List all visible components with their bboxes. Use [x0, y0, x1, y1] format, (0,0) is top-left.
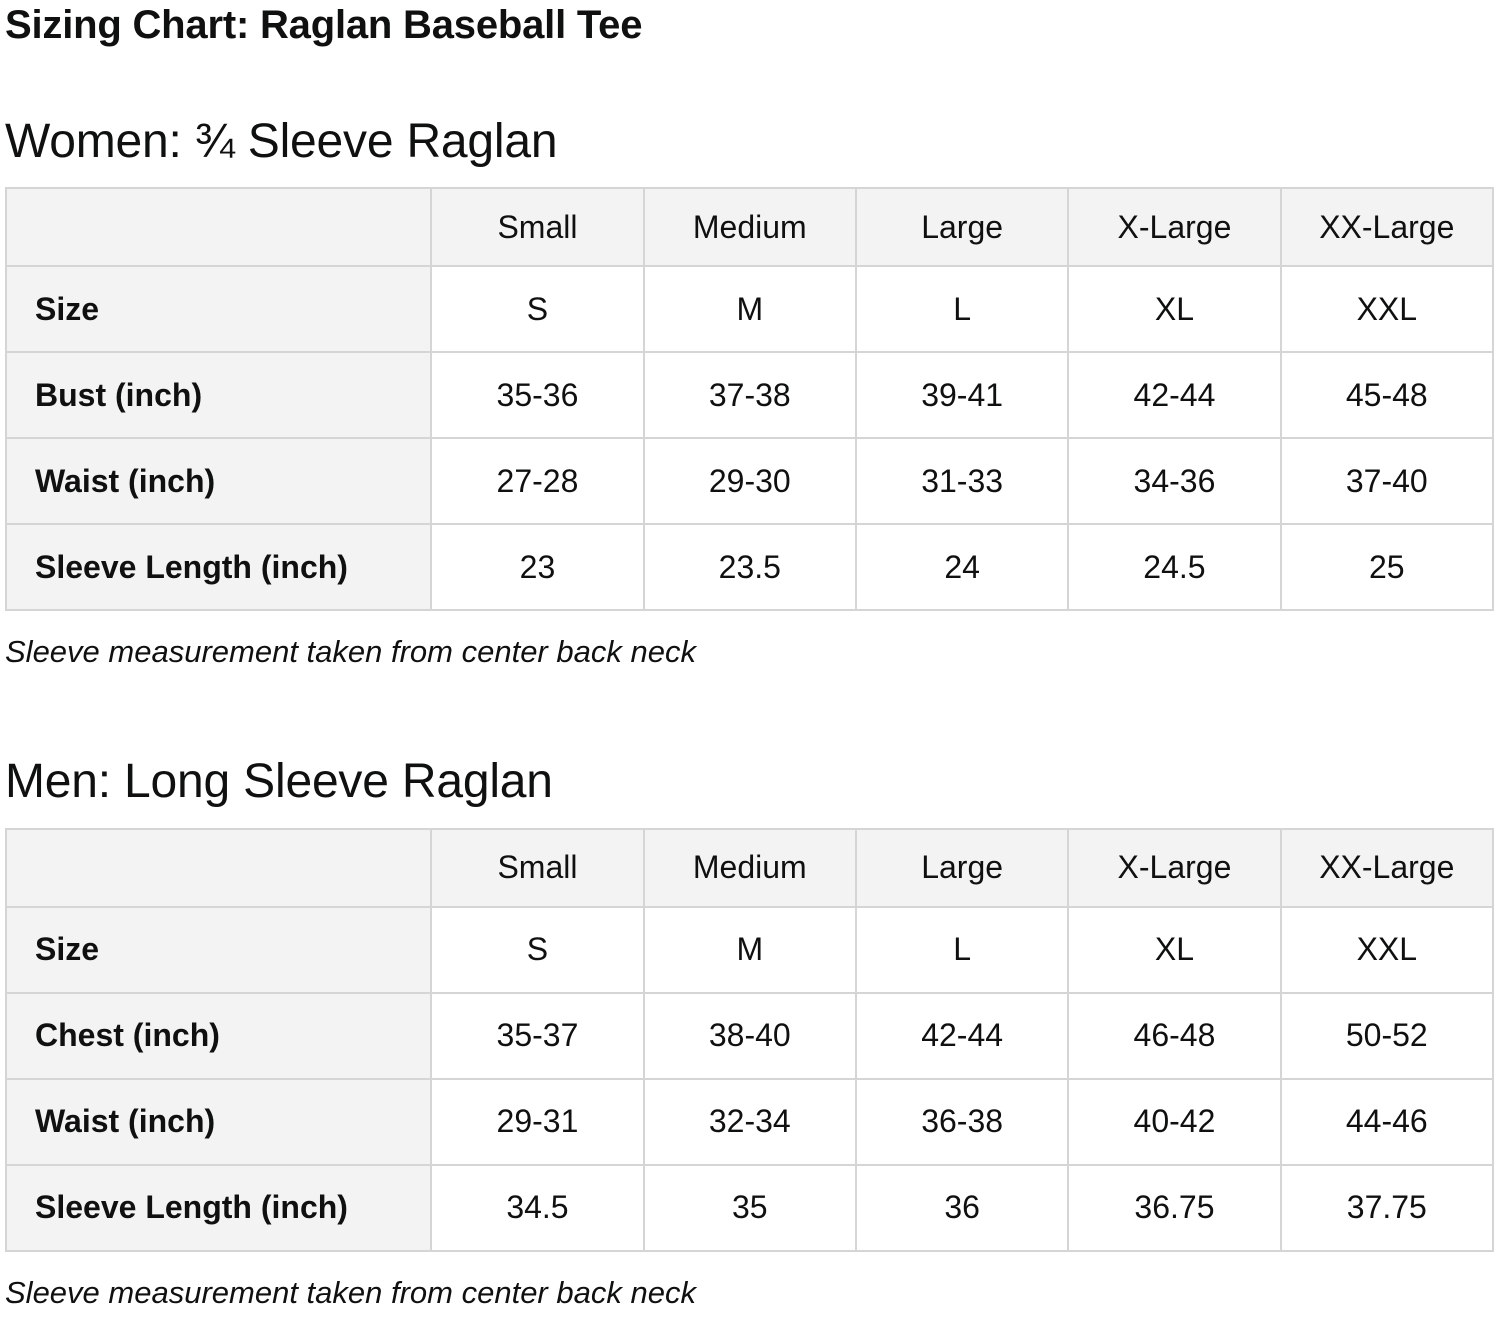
women-sizing-table: Small Medium Large X-Large XX-Large Size…: [4, 187, 1495, 612]
cell: 23.5: [642, 523, 857, 612]
women-col-header-xlarge: X-Large: [1067, 187, 1282, 268]
cell: S: [430, 905, 645, 994]
cell: XXL: [1279, 265, 1495, 354]
row-label: Chest (inch): [4, 991, 433, 1080]
cell: 50-52: [1279, 991, 1495, 1080]
cell: 36-38: [854, 1077, 1070, 1166]
cell: 34-36: [1067, 437, 1282, 526]
women-col-header-large: Large: [854, 187, 1070, 268]
cell: S: [430, 265, 645, 354]
women-row-waist: Waist (inch) 27-28 29-30 31-33 34-36 37-…: [4, 437, 1495, 526]
women-col-header-small: Small: [430, 187, 645, 268]
cell: L: [854, 265, 1070, 354]
row-label: Bust (inch): [4, 351, 433, 440]
cell: 37.75: [1279, 1163, 1495, 1252]
men-row-waist: Waist (inch) 29-31 32-34 36-38 40-42 44-…: [4, 1077, 1495, 1166]
cell: 24: [854, 523, 1070, 612]
page-title: Sizing Chart: Raglan Baseball Tee: [5, 3, 643, 47]
cell: 35-37: [430, 991, 645, 1080]
cell: XXL: [1279, 905, 1495, 994]
men-corner-cell: [4, 827, 433, 908]
women-col-header-medium: Medium: [642, 187, 857, 268]
women-section: Women: ¾ Sleeve Raglan Small Medium Larg…: [4, 114, 1495, 670]
row-label: Size: [4, 905, 433, 994]
women-section-heading: Women: ¾ Sleeve Raglan: [5, 115, 558, 168]
cell: 23: [430, 523, 645, 612]
men-section-heading: Men: Long Sleeve Raglan: [5, 755, 553, 809]
cell: 35-36: [430, 351, 645, 440]
men-row-sleeve: Sleeve Length (inch) 34.5 35 36 36.75 37…: [4, 1163, 1495, 1252]
cell: XL: [1067, 265, 1282, 354]
men-col-header-xxlarge: XX-Large: [1279, 827, 1495, 908]
cell: 44-46: [1279, 1077, 1495, 1166]
cell: 42-44: [854, 991, 1070, 1080]
cell: 42-44: [1067, 351, 1282, 440]
cell: 46-48: [1067, 991, 1282, 1080]
women-row-sleeve: Sleeve Length (inch) 23 23.5 24 24.5 25: [4, 523, 1495, 612]
cell: 29-31: [430, 1077, 645, 1166]
row-label: Sleeve Length (inch): [4, 1163, 433, 1252]
cell: 25: [1279, 523, 1495, 612]
men-sizing-table: Small Medium Large X-Large XX-Large Size…: [4, 827, 1495, 1252]
women-header-row: Small Medium Large X-Large XX-Large: [4, 187, 1495, 268]
cell: 40-42: [1067, 1077, 1282, 1166]
cell: L: [854, 905, 1070, 994]
women-row-bust: Bust (inch) 35-36 37-38 39-41 42-44 45-4…: [4, 351, 1495, 440]
women-row-size: Size S M L XL XXL: [4, 265, 1495, 354]
cell: 36.75: [1067, 1163, 1282, 1252]
women-corner-cell: [4, 187, 433, 268]
cell: 38-40: [642, 991, 857, 1080]
men-section: Men: Long Sleeve Raglan Small Medium Lar…: [4, 754, 1495, 1310]
cell: 29-30: [642, 437, 857, 526]
women-sleeve-note: Sleeve measurement taken from center bac…: [5, 634, 696, 670]
row-label: Size: [4, 265, 433, 354]
cell: 27-28: [430, 437, 645, 526]
women-col-header-xxlarge: XX-Large: [1279, 187, 1495, 268]
men-row-chest: Chest (inch) 35-37 38-40 42-44 46-48 50-…: [4, 991, 1495, 1080]
men-col-header-xlarge: X-Large: [1067, 827, 1282, 908]
row-label: Sleeve Length (inch): [4, 523, 433, 612]
men-col-header-medium: Medium: [642, 827, 857, 908]
cell: 34.5: [430, 1163, 645, 1252]
men-col-header-large: Large: [854, 827, 1070, 908]
men-row-size: Size S M L XL XXL: [4, 905, 1495, 994]
cell: M: [642, 265, 857, 354]
cell: 31-33: [854, 437, 1070, 526]
row-label: Waist (inch): [4, 437, 433, 526]
men-sleeve-note: Sleeve measurement taken from center bac…: [5, 1274, 696, 1310]
row-label: Waist (inch): [4, 1077, 433, 1166]
cell: XL: [1067, 905, 1282, 994]
cell: 36: [854, 1163, 1070, 1252]
cell: 24.5: [1067, 523, 1282, 612]
cell: M: [642, 905, 857, 994]
cell: 35: [642, 1163, 857, 1252]
cell: 39-41: [854, 351, 1070, 440]
cell: 32-34: [642, 1077, 857, 1166]
cell: 45-48: [1279, 351, 1495, 440]
cell: 37-38: [642, 351, 857, 440]
cell: 37-40: [1279, 437, 1495, 526]
men-header-row: Small Medium Large X-Large XX-Large: [4, 827, 1495, 908]
men-col-header-small: Small: [430, 827, 645, 908]
